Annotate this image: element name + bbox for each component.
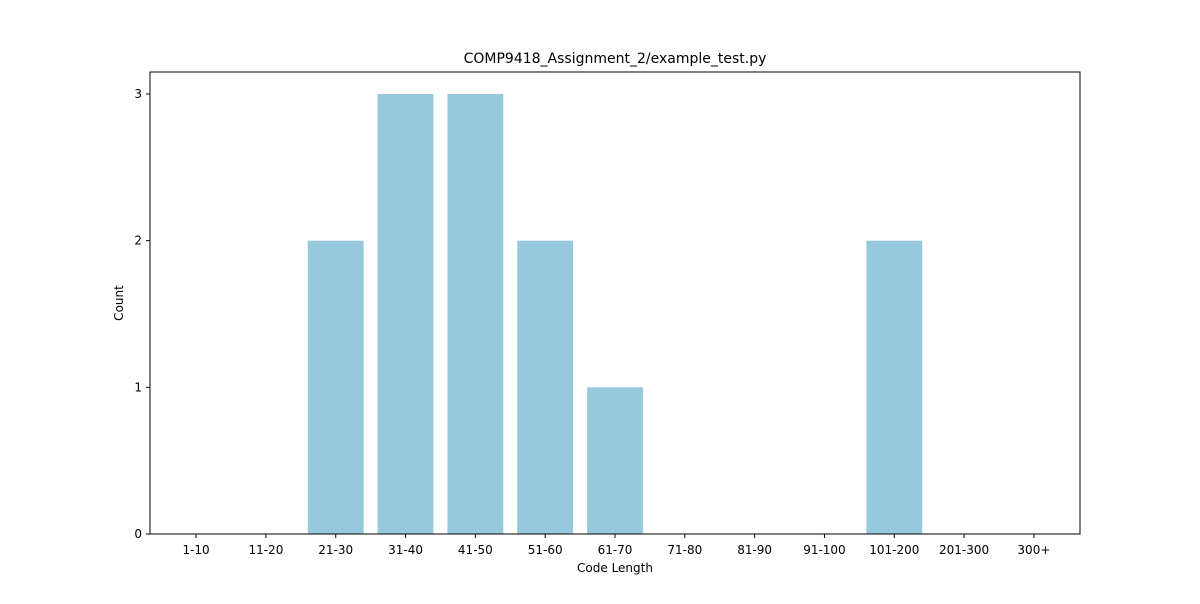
bars-group [307,94,923,534]
x-tick-label: 201-300 [939,543,989,557]
x-axis-label: Code Length [577,561,653,575]
x-axis-ticks: 1-10 11-20 21-30 31-40 41-50 51-60 61-70 71-80 8… [182,534,1050,557]
bar-41-50 [447,94,504,534]
x-tick-label: 300+ [1017,543,1050,557]
y-axis-ticks: 0 1 2 3 [134,87,150,541]
bar-21-30 [307,240,364,534]
x-tick-label: 61-70 [598,543,633,557]
y-tick-label: 0 [134,527,142,541]
plot-frame [149,71,1081,535]
x-tick-label: 11-20 [248,543,283,557]
bar-51-60 [517,240,574,534]
x-tick-label: 21-30 [318,543,353,557]
y-tick-label: 2 [134,234,142,248]
y-tick-label: 1 [134,380,142,394]
y-axis-label: Count [112,285,126,321]
bar-61-70 [587,387,643,534]
x-tick-label: 41-50 [458,543,493,557]
chart-title: COMP9418_Assignment_2/example_test.py [464,51,767,67]
x-tick-label: 31-40 [388,543,423,557]
x-tick-label: 91-100 [803,543,846,557]
bar-31-40 [377,94,434,534]
x-tick-label: 81-90 [737,543,772,557]
x-tick-label: 71-80 [667,543,702,557]
y-tick-label: 3 [134,87,142,101]
bar-101-200 [866,240,923,534]
x-tick-label: 51-60 [528,543,563,557]
x-tick-label: 1-10 [182,543,209,557]
x-tick-label: 101-200 [869,543,919,557]
